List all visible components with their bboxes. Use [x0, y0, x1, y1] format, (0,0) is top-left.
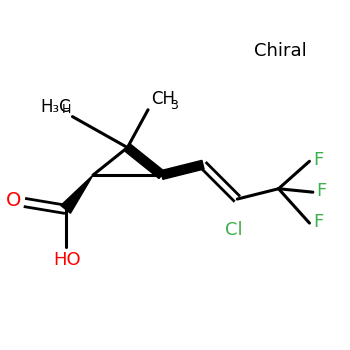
Text: H₃C: H₃C: [40, 98, 71, 116]
Text: F: F: [313, 213, 323, 231]
Text: F: F: [313, 151, 323, 169]
Text: F: F: [316, 182, 327, 200]
Text: HO: HO: [54, 251, 81, 268]
Polygon shape: [125, 144, 164, 178]
Polygon shape: [61, 175, 93, 213]
Text: CH: CH: [152, 90, 175, 108]
Text: Chiral: Chiral: [254, 42, 307, 60]
Text: Cl: Cl: [225, 221, 243, 239]
Text: 3: 3: [170, 99, 178, 112]
Text: H: H: [61, 103, 71, 116]
Polygon shape: [161, 160, 204, 179]
Text: O: O: [6, 191, 21, 210]
